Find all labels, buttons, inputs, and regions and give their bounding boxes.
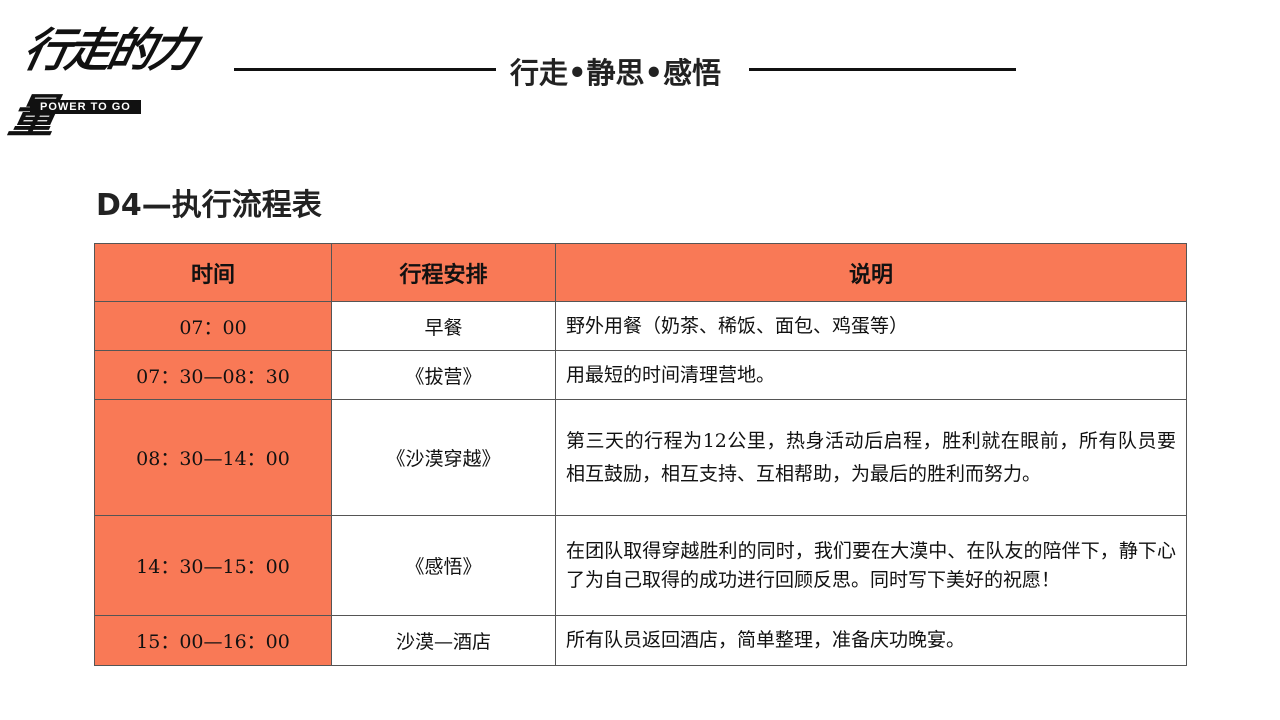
table-header-row: 时间 行程安排 说明 (94, 243, 1187, 302)
table-row: 07：00 早餐 野外用餐（奶茶、稀饭、面包、鸡蛋等） (94, 301, 1187, 351)
logo: 行走的力量 POWER TO GO (5, 14, 218, 143)
description-cell: 所有队员返回酒店，简单整理，准备庆功晚宴。 (555, 615, 1187, 666)
time-cell: 15：00—16：00 (94, 615, 332, 666)
description-cell: 第三天的行程为12公里，热身活动后启程，胜利就在眼前，所有队员要相互鼓励，相互支… (555, 399, 1187, 516)
table-row: 08：30—14：00 《沙漠穿越》 第三天的行程为12公里，热身活动后启程，胜… (94, 399, 1187, 516)
time-cell: 08：30—14：00 (94, 399, 332, 516)
description-cell: 用最短的时间清理营地。 (555, 350, 1187, 400)
time-cell: 14：30—15：00 (94, 515, 332, 616)
logo-script: 行走的力量 (4, 23, 199, 143)
description-cell: 在团队取得穿越胜利的同时，我们要在大漠中、在队友的陪伴下，静下心了为自己取得的成… (555, 515, 1187, 616)
logo-tagline: POWER TO GO (30, 100, 141, 114)
header-title: 行走•静思•感悟 (510, 56, 722, 90)
time-cell: 07：00 (94, 301, 332, 351)
header-activity: 行程安排 (331, 243, 556, 302)
schedule-table: 时间 行程安排 说明 07：00 早餐 野外用餐（奶茶、稀饭、面包、鸡蛋等） 0… (94, 243, 1187, 666)
table-row: 14：30—15：00 《感悟》 在团队取得穿越胜利的同时，我们要在大漠中、在队… (94, 515, 1187, 616)
time-cell: 07：30—08：30 (94, 350, 332, 400)
page-title: D4—执行流程表 (96, 188, 322, 223)
header-time: 时间 (94, 243, 332, 302)
table-row: 07：30—08：30 《拔营》 用最短的时间清理营地。 (94, 350, 1187, 400)
activity-cell: 《沙漠穿越》 (331, 399, 556, 516)
activity-cell: 《拔营》 (331, 350, 556, 400)
activity-cell: 早餐 (331, 301, 556, 351)
activity-cell: 沙漠—酒店 (331, 615, 556, 666)
header-divider-right (749, 68, 1016, 71)
header-divider-left (234, 68, 496, 71)
description-cell: 野外用餐（奶茶、稀饭、面包、鸡蛋等） (555, 301, 1187, 351)
table-row: 15：00—16：00 沙漠—酒店 所有队员返回酒店，简单整理，准备庆功晚宴。 (94, 615, 1187, 666)
header-description: 说明 (555, 243, 1187, 302)
activity-cell: 《感悟》 (331, 515, 556, 616)
